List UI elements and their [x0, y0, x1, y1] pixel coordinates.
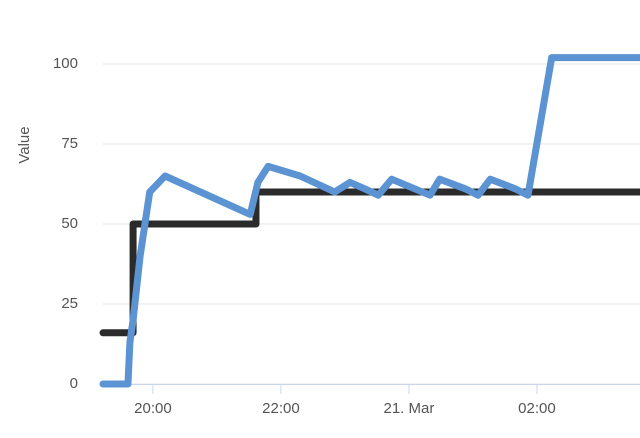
y-tick-label: 75 [61, 135, 78, 152]
y-tick-label: 0 [70, 375, 78, 392]
x-tick-label: 21. Mar [384, 400, 435, 417]
y-tick-label: 25 [61, 295, 78, 312]
step-line [99, 188, 640, 337]
x-tick-label: 22:00 [262, 400, 300, 417]
y-tick-label: 50 [61, 215, 78, 232]
x-tick-label: 02:00 [518, 400, 556, 417]
x-tick-label: 20:00 [134, 400, 172, 417]
series-line [99, 54, 640, 388]
y-tick-label: 100 [53, 55, 78, 72]
y-axis-title: Value [16, 126, 33, 163]
